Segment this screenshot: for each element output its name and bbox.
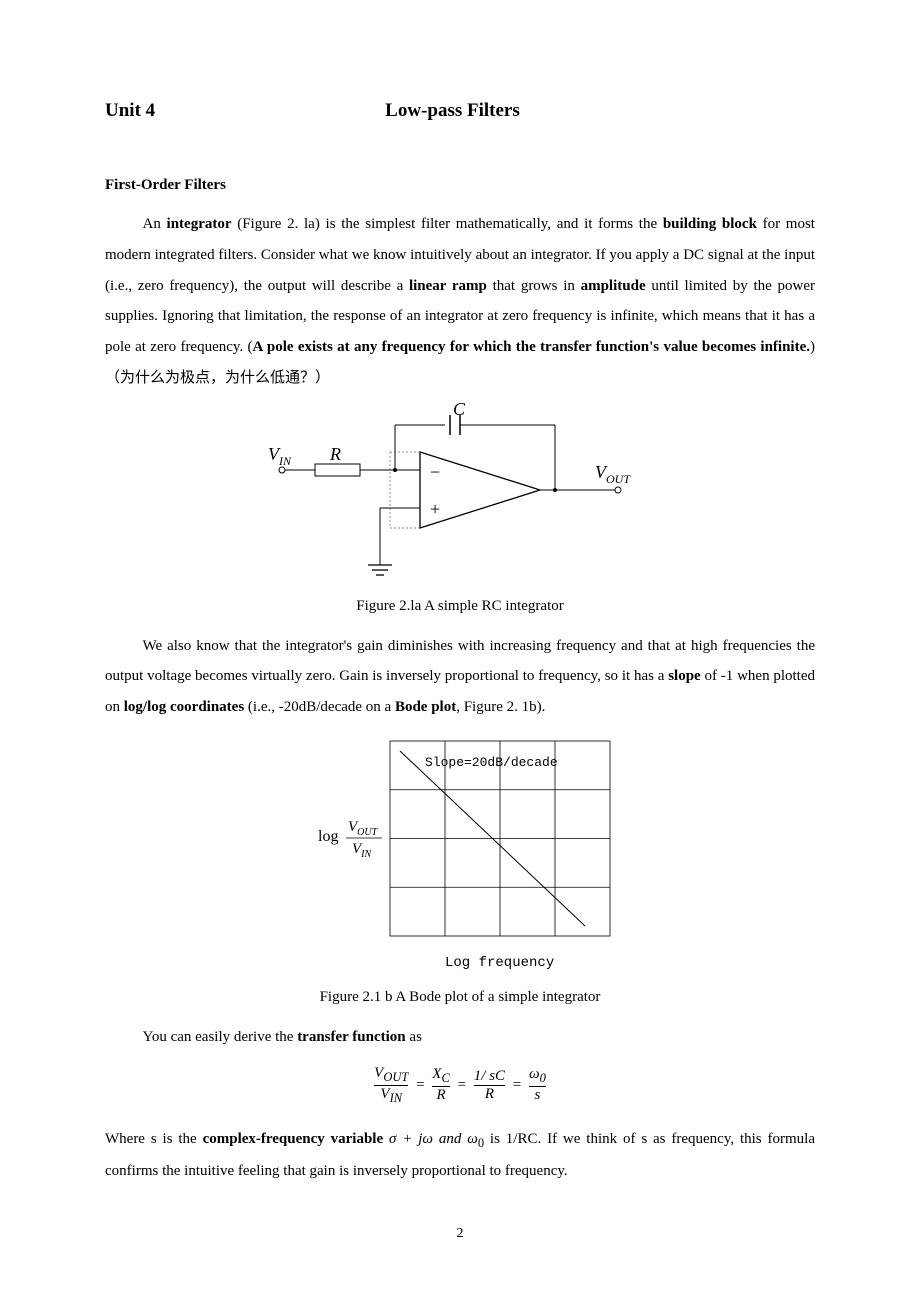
- paragraph-1: An integrator (Figure 2. la) is the simp…: [105, 209, 815, 394]
- term-linear-ramp: linear ramp: [409, 278, 487, 294]
- term-integrator: integrator: [167, 216, 232, 232]
- text: An: [143, 216, 167, 232]
- text: that grows in: [487, 278, 581, 294]
- paragraph-4: Where s is the complex-frequency variabl…: [105, 1124, 815, 1187]
- paragraph-2: We also know that the integrator's gain …: [105, 631, 815, 723]
- term-slope: slope: [668, 668, 701, 684]
- resistor-icon: [315, 464, 360, 476]
- circuit-diagram: VIN R C − + VOUT: [260, 400, 660, 590]
- section-heading: First-Order Filters: [105, 177, 815, 194]
- term-transfer-function: transfer function: [297, 1029, 405, 1045]
- figure-caption-2: Figure 2.1 b A Bode plot of a simple int…: [105, 989, 815, 1006]
- bode-xlabel: Log frequency: [445, 955, 554, 971]
- paragraph-3: You can easily derive the transfer funct…: [105, 1022, 815, 1053]
- text: Where s is the: [105, 1131, 203, 1147]
- text: You can easily derive the: [143, 1029, 298, 1045]
- term-amplitude: amplitude: [581, 278, 646, 294]
- text: (i.e., -20dB/decade on a: [244, 699, 395, 715]
- vin-label: VIN: [268, 444, 292, 468]
- page-title: Low-pass Filters: [385, 100, 520, 122]
- minus-input: −: [430, 462, 440, 482]
- slope-label: Slope=20dB/decade: [425, 755, 558, 770]
- text: as: [406, 1029, 422, 1045]
- vout-terminal-icon: [615, 487, 621, 493]
- term-complex-frequency: complex-frequency variable: [203, 1131, 384, 1147]
- figure-caption-1: Figure 2.la A simple RC integrator: [105, 598, 815, 615]
- bode-ylabel-log: log: [318, 828, 338, 845]
- term-building-block: building block: [663, 216, 757, 232]
- bode-ylabel-den: VIN: [352, 841, 373, 860]
- plus-input: +: [430, 499, 440, 519]
- equation: VOUT VIN = XC R = 1/ sC R = ω0 s: [105, 1065, 815, 1106]
- page-number: 2: [0, 1226, 920, 1242]
- text: σ + jω and ω: [383, 1131, 478, 1147]
- bode-plot: Slope=20dB/decade log VOUT VIN Log frequ…: [280, 731, 640, 981]
- r-label: R: [329, 444, 341, 464]
- header: Unit 4 Low-pass Filters: [105, 100, 815, 122]
- text: (Figure 2. la) is the simplest filter ma…: [232, 216, 663, 232]
- term-bode-plot: Bode plot: [395, 699, 456, 715]
- vout-label: VOUT: [595, 462, 631, 486]
- page: Unit 4 Low-pass Filters First-Order Filt…: [0, 0, 920, 1302]
- bode-ylabel-num: VOUT: [348, 819, 379, 838]
- term-loglog: log/log coordinates: [124, 699, 244, 715]
- pole-definition: A pole exists at any frequency for which…: [253, 339, 810, 355]
- text: , Figure 2. 1b).: [456, 699, 545, 715]
- unit-label: Unit 4: [105, 100, 155, 122]
